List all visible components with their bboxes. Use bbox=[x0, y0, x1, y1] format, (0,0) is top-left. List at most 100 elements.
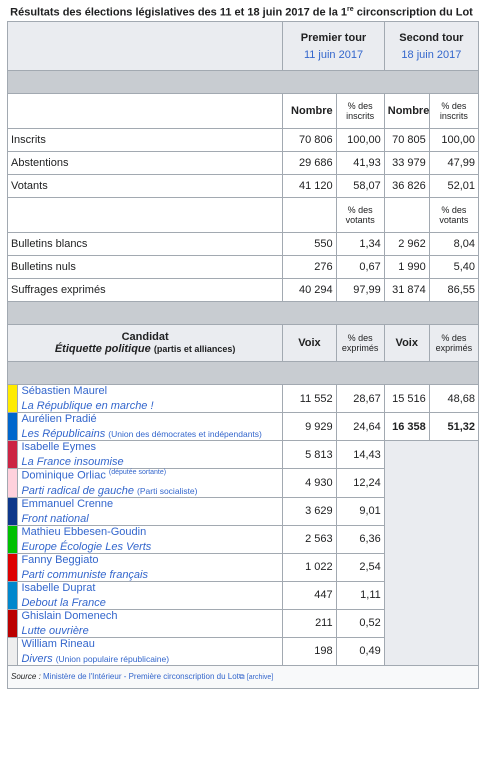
party-link[interactable]: La France insoumise bbox=[21, 456, 124, 468]
party-link[interactable]: Parti radical de gauche bbox=[21, 484, 134, 497]
candidate-cell: Mathieu Ebbesen-Goudin Europe Écologie Le… bbox=[17, 524, 284, 554]
party-link[interactable]: Front national bbox=[21, 512, 89, 525]
candidate-row: William Rineau Divers (Union populaire ré… bbox=[6, 636, 479, 666]
second-round-empty bbox=[383, 440, 480, 666]
source-note: Source : Ministère de l'Intérieur - Prem… bbox=[7, 664, 479, 689]
incumbent-note: (députée sortante) bbox=[108, 469, 167, 476]
second-round-date-link[interactable]: 18 juin 2017 bbox=[401, 48, 462, 61]
alliance-note[interactable]: (Union populaire républicaine) bbox=[55, 653, 170, 664]
pct-round1: 2,54 bbox=[335, 552, 385, 582]
stat-value: 70 805 bbox=[383, 128, 430, 152]
candidate-name-link[interactable]: Isabelle Duprat bbox=[21, 581, 96, 594]
stat-value: 70 806 bbox=[282, 128, 337, 152]
pct-round1: 9,01 bbox=[335, 496, 385, 526]
stat-pct: 100,00 bbox=[335, 128, 385, 152]
stat-pct: 52,01 bbox=[428, 174, 480, 198]
stat-pct: 86,55 bbox=[428, 278, 480, 302]
pct-round1: 0,49 bbox=[335, 636, 385, 666]
candidate-name-link[interactable]: Sébastien Maurel bbox=[21, 385, 108, 397]
external-link-icon: ⧉ bbox=[238, 671, 245, 681]
party-link[interactable]: Lutte ouvrière bbox=[21, 624, 89, 637]
candidate-name-link[interactable]: Dominique Orliac bbox=[21, 469, 106, 482]
stat-label: Bulletins blancs bbox=[6, 232, 284, 256]
results-table: Premier tour 11 juin 2017 Second tour 18 ju… bbox=[6, 21, 480, 689]
stat-pct: 47,99 bbox=[428, 151, 480, 175]
party-color-bar bbox=[6, 384, 19, 413]
col-pct-inscrits: % des inscrits bbox=[335, 93, 385, 129]
party-color-bar bbox=[6, 412, 19, 441]
party-color-bar bbox=[6, 496, 19, 526]
col-pct-exprimes: % des exprimés bbox=[428, 324, 480, 362]
votes-round2: 16 358 bbox=[383, 412, 430, 441]
stat-value: 40 294 bbox=[282, 278, 337, 302]
party-link[interactable]: Europe Écologie Les Verts bbox=[21, 540, 152, 553]
party-color-bar bbox=[6, 524, 19, 554]
stat-pct: 5,40 bbox=[428, 255, 480, 279]
stat-label: Inscrits bbox=[6, 128, 284, 152]
candidate-name-link[interactable]: Isabelle Eymes bbox=[21, 441, 97, 453]
candidate-cell: Sébastien Maurel La République en marche … bbox=[17, 384, 284, 413]
votes-round1: 9 929 bbox=[282, 412, 337, 441]
col-nombre: Nombre bbox=[383, 93, 430, 129]
pct-round1: 12,24 bbox=[335, 468, 385, 498]
alliance-note[interactable]: (Parti socialiste) bbox=[137, 485, 198, 496]
party-link[interactable]: Les Républicains bbox=[21, 428, 106, 440]
col-pct-votants: % des votants bbox=[428, 197, 480, 233]
candidate-name-link[interactable]: Emmanuel Crenne bbox=[21, 497, 114, 510]
archive-link[interactable]: [archive] bbox=[246, 673, 274, 681]
candidate-name-link[interactable]: William Rineau bbox=[21, 637, 95, 650]
pct-round1: 28,67 bbox=[335, 384, 385, 413]
candidate-cell: Aurélien Pradié Les Républicains (Union d… bbox=[17, 412, 284, 441]
stat-value: 29 686 bbox=[282, 151, 337, 175]
stat-pct: 0,67 bbox=[335, 255, 385, 279]
votes-round1: 2 563 bbox=[282, 524, 337, 554]
stat-label: Votants bbox=[6, 174, 284, 198]
pct-round2: 48,68 bbox=[428, 384, 480, 413]
party-link[interactable]: La République en marche ! bbox=[21, 400, 154, 412]
first-round-date-link[interactable]: 11 juin 2017 bbox=[303, 48, 364, 61]
party-color-bar bbox=[6, 608, 19, 638]
candidate-cell: Isabelle Eymes La France insoumise bbox=[17, 440, 284, 469]
party-link[interactable]: Parti communiste français bbox=[21, 568, 148, 581]
alliance-note[interactable]: (Union des démocrates et indépendants) bbox=[108, 429, 262, 439]
stat-value: 1 990 bbox=[383, 255, 430, 279]
candidate-name-link[interactable]: Aurélien Pradié bbox=[21, 413, 97, 425]
party-link[interactable]: Divers bbox=[21, 652, 53, 665]
col-pct-inscrits: % des inscrits bbox=[428, 93, 480, 129]
col-nombre: Nombre bbox=[282, 93, 337, 129]
party-color-bar bbox=[6, 468, 19, 498]
pct-round1: 6,36 bbox=[335, 524, 385, 554]
candidate-cell: Emmanuel Crenne Front national bbox=[17, 496, 284, 526]
party-link[interactable]: Debout la France bbox=[21, 596, 106, 609]
candidate-cell: Ghislain Domenech Lutte ouvrière bbox=[17, 608, 284, 638]
candidate-name-link[interactable]: Fanny Beggiato bbox=[21, 553, 99, 566]
pct-round1: 14,43 bbox=[335, 440, 385, 469]
stat-value: 41 120 bbox=[282, 174, 337, 198]
votes-round1: 11 552 bbox=[282, 384, 337, 413]
pct-round2: 51,32 bbox=[428, 412, 480, 441]
candidate-name-link[interactable]: Ghislain Domenech bbox=[21, 609, 118, 622]
first-round-header: Premier tour 11 juin 2017 bbox=[282, 21, 385, 71]
votes-round1: 5 813 bbox=[282, 440, 337, 469]
stat-pct: 1,34 bbox=[335, 232, 385, 256]
candidate-row: Isabelle Eymes La France insoumise 5 813 14… bbox=[6, 440, 480, 666]
votes-round1: 1 022 bbox=[282, 552, 337, 582]
candidate-name-link[interactable]: Mathieu Ebbesen-Goudin bbox=[21, 525, 147, 538]
votes-round1: 447 bbox=[282, 580, 337, 610]
votes-round1: 3 629 bbox=[282, 496, 337, 526]
votes-round1: 4 930 bbox=[282, 468, 337, 498]
col-voix: Voix bbox=[383, 324, 430, 362]
col-candidat: Candidat Étiquette politique (partis et a… bbox=[6, 324, 284, 362]
candidate-row: Sébastien Maurel La République en marche … bbox=[6, 384, 480, 413]
stat-label: Abstentions bbox=[6, 151, 284, 175]
stat-pct: 41,93 bbox=[335, 151, 385, 175]
pct-round1: 0,52 bbox=[335, 608, 385, 638]
candidate-cell: Isabelle Duprat Debout la France bbox=[17, 580, 284, 610]
pct-round1: 24,64 bbox=[335, 412, 385, 441]
source-link[interactable]: Ministère de l'Intérieur - Première circ… bbox=[43, 671, 239, 681]
party-color-bar bbox=[6, 552, 19, 582]
stat-value: 550 bbox=[282, 232, 337, 256]
candidate-cell: Dominique Orliac (députée sortante) Parti… bbox=[17, 468, 284, 498]
stat-pct: 58,07 bbox=[335, 174, 385, 198]
votes-round1: 211 bbox=[282, 608, 337, 638]
